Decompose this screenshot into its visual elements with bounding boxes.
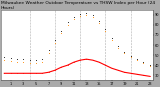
Text: Milwaukee Weather Outdoor Temperature vs THSW Index per Hour (24 Hours): Milwaukee Weather Outdoor Temperature vs… xyxy=(1,1,155,10)
